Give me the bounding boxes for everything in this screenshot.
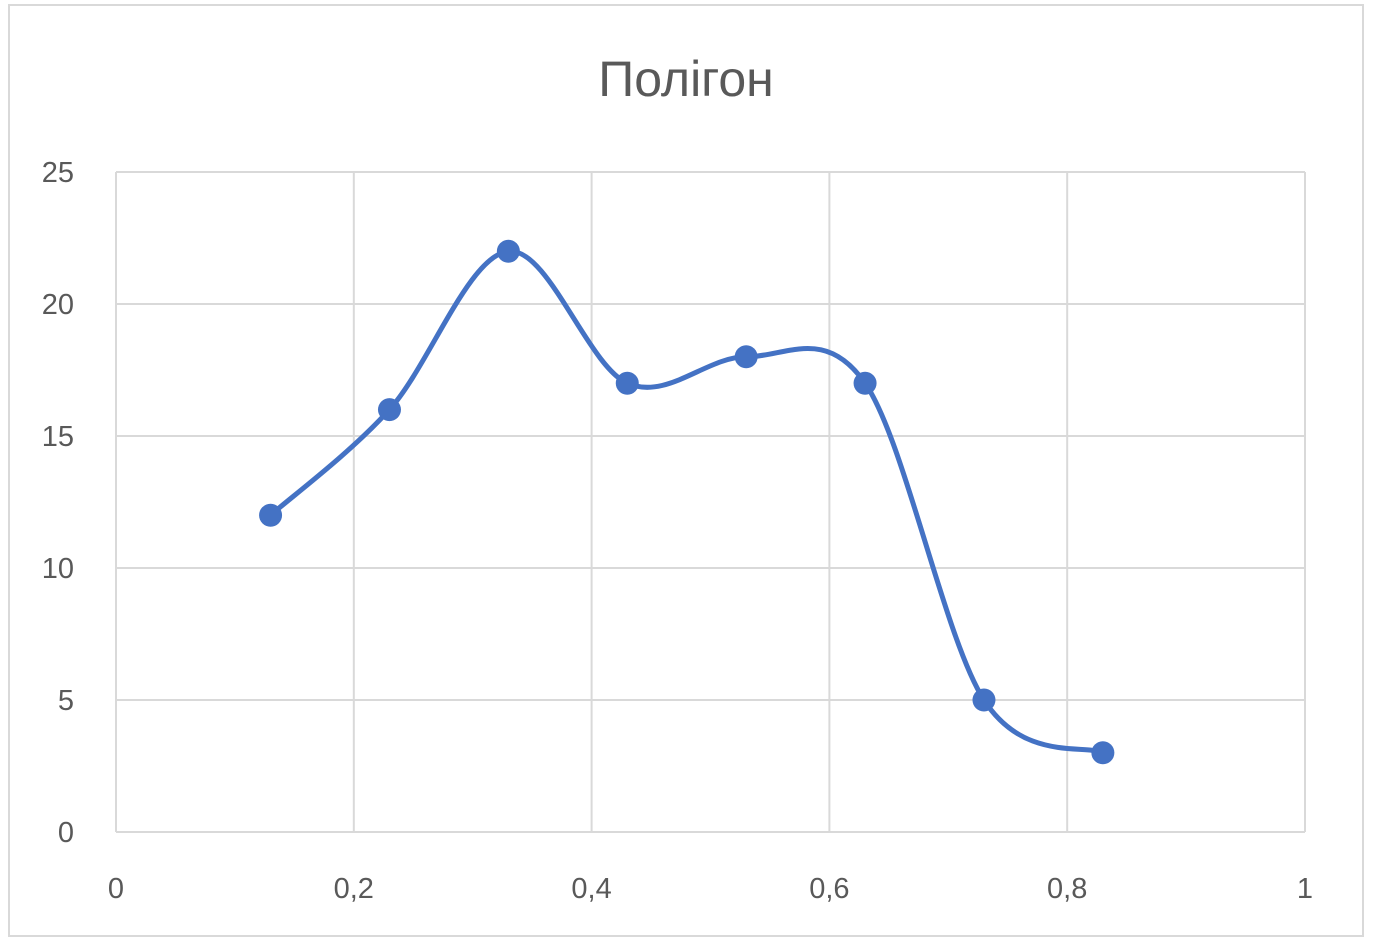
x-tick-label: 0,8: [1047, 873, 1087, 905]
data-point-marker: [734, 345, 758, 369]
y-tick-label: 15: [42, 421, 74, 453]
x-tick-label: 1: [1297, 873, 1313, 905]
chart-title: Полігон: [598, 51, 774, 107]
data-point-marker: [496, 239, 520, 263]
x-tick-label: 0,6: [809, 873, 849, 905]
y-tick-label: 0: [58, 817, 74, 849]
data-point-marker: [1091, 741, 1115, 765]
y-axis-tick-labels: 0 5 10 15 20 25: [42, 157, 74, 849]
data-point-marker: [972, 688, 996, 712]
y-tick-label: 10: [42, 553, 74, 585]
data-point-marker: [377, 398, 401, 422]
y-tick-label: 20: [42, 289, 74, 321]
data-point-marker: [615, 371, 639, 395]
data-point-marker: [259, 503, 283, 527]
series-line: [268, 248, 1106, 756]
x-tick-label: 0: [108, 873, 124, 905]
data-point-marker: [853, 371, 877, 395]
x-tick-label: 0,2: [334, 873, 374, 905]
x-tick-label: 0,4: [571, 873, 611, 905]
chart-area: [8, 4, 1364, 937]
y-tick-label: 5: [58, 685, 74, 717]
x-axis-tick-labels: 0 0,2 0,4 0,6 0,8 1: [108, 873, 1313, 905]
data-series: [259, 239, 1115, 765]
y-tick-label: 25: [42, 157, 74, 189]
gridlines: [115, 171, 1306, 833]
